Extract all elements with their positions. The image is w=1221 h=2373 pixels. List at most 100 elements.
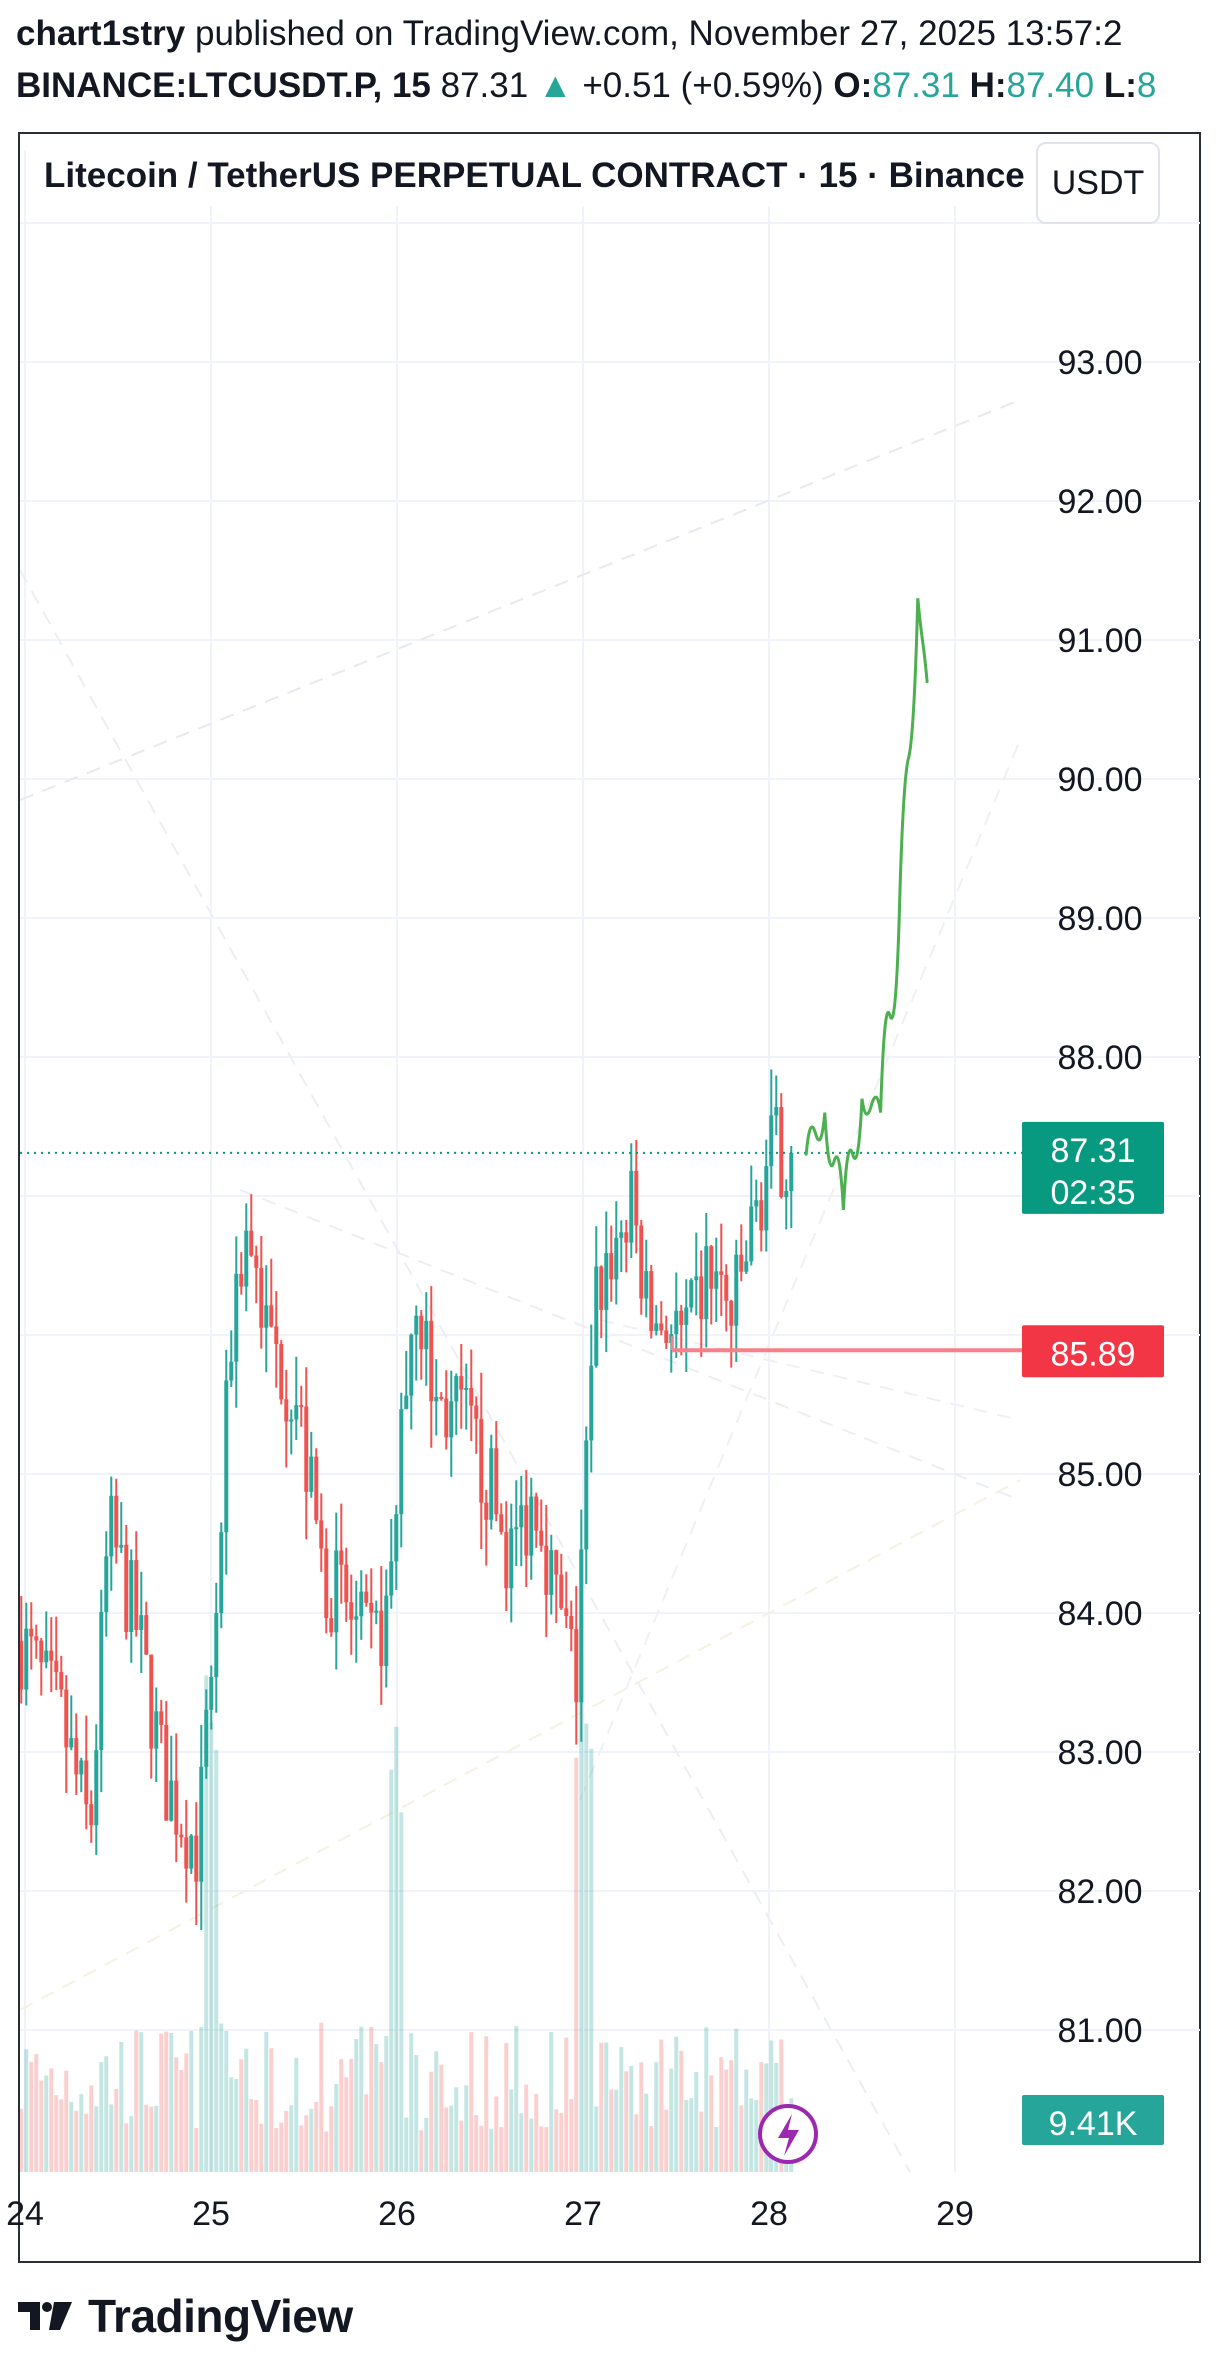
volume-bar — [564, 2037, 569, 2172]
candle-body — [464, 1387, 469, 1390]
candle-body — [164, 1724, 169, 1821]
candle-body — [129, 1560, 134, 1632]
candle-body — [384, 1595, 389, 1666]
volume-bar — [44, 2075, 49, 2172]
tradingview-logo-icon — [18, 2302, 72, 2330]
candle-body — [699, 1276, 704, 1320]
candle-body — [509, 1528, 514, 1589]
currency-button[interactable]: USDT — [1036, 142, 1160, 224]
time-tick-label: 29 — [936, 2195, 974, 2233]
volume-bar — [219, 2023, 224, 2172]
volume-bar — [594, 2106, 599, 2172]
candle-body — [329, 1618, 334, 1633]
candle-body — [739, 1254, 744, 1272]
candle-body — [49, 1650, 54, 1661]
candle-body — [524, 1505, 529, 1556]
candle-body — [44, 1650, 49, 1663]
volume-bar — [279, 2122, 284, 2172]
volume-bar — [559, 2113, 564, 2172]
volume-bar — [394, 1726, 399, 2172]
candle-body — [189, 1835, 194, 1869]
candle-body — [449, 1401, 454, 1438]
volume-bar — [59, 2099, 64, 2172]
candle-body — [229, 1361, 234, 1381]
volume-bar — [199, 2027, 204, 2172]
volume-bar — [89, 2085, 94, 2172]
candle-body — [89, 1804, 94, 1826]
footer-brand: TradingView — [88, 2290, 353, 2342]
volume-bar — [224, 2030, 229, 2172]
volume-bar — [614, 2089, 619, 2172]
candle-body — [649, 1271, 654, 1332]
volume-bar — [389, 1769, 394, 2172]
trend-line — [20, 399, 1021, 801]
candle-body — [639, 1225, 644, 1299]
volume-bar — [314, 2102, 319, 2172]
candle-body — [709, 1246, 714, 1289]
volume-bar — [529, 2118, 534, 2172]
open-value: 87.31 — [872, 66, 960, 105]
candle-body — [704, 1246, 709, 1320]
volume-bar — [704, 2027, 709, 2172]
candle-body — [299, 1405, 304, 1408]
candle-body — [214, 1613, 219, 1677]
candle-body — [609, 1253, 614, 1280]
volume-bar — [434, 2051, 439, 2172]
candle-body — [109, 1495, 114, 1557]
volume-bar — [34, 2054, 39, 2172]
last-price: 87.31 — [440, 66, 529, 105]
volume-bar — [624, 2071, 629, 2172]
tradingview-logo[interactable]: TradingView — [16, 2286, 353, 2346]
volume-bar — [504, 2043, 509, 2172]
candle-body — [139, 1615, 144, 1630]
candle-body — [719, 1271, 724, 1275]
published-text: published on TradingView.com, November 2… — [195, 14, 1123, 53]
candle-body — [644, 1271, 649, 1299]
volume-bar — [359, 2026, 364, 2172]
volume-bar — [94, 2106, 99, 2172]
candle-body — [204, 1709, 209, 1767]
candle-body — [269, 1305, 274, 1327]
volume-bar — [289, 2105, 294, 2172]
volume-bar — [729, 2060, 734, 2172]
volume-bar — [384, 2036, 389, 2172]
volume-bar — [404, 2117, 409, 2172]
volume-bar — [409, 2033, 414, 2172]
candle-body — [289, 1419, 294, 1422]
volume-bar — [454, 2087, 459, 2172]
price-tick-label: 90.00 — [1057, 761, 1142, 799]
volume-bar — [639, 2062, 644, 2172]
candle-body — [79, 1760, 84, 1775]
lightning-icon[interactable] — [758, 2104, 818, 2164]
volume-bar — [554, 2109, 559, 2172]
candle-body — [584, 1440, 589, 1550]
volume-bar — [699, 2111, 704, 2172]
candle-body — [294, 1405, 299, 1420]
candle-body — [74, 1738, 79, 1775]
volume-bar — [459, 2120, 464, 2172]
candle-body — [379, 1610, 384, 1666]
candle-body — [519, 1505, 524, 1528]
candle-body — [104, 1556, 109, 1613]
candle-body — [354, 1616, 359, 1620]
candle-body — [20, 1640, 24, 1690]
volume-bar — [744, 2069, 749, 2172]
volume-bar — [489, 2128, 494, 2172]
volume-bar — [499, 2127, 504, 2172]
last-price-badge: 87.31 02:35 — [1022, 1121, 1164, 1214]
volume-bar — [694, 2071, 699, 2172]
volume-bar — [79, 2094, 84, 2172]
candle-body — [544, 1545, 549, 1595]
volume-bar — [294, 2057, 299, 2172]
volume-bar — [64, 2070, 69, 2172]
candle-body — [324, 1548, 329, 1619]
volume-bar — [324, 2131, 329, 2172]
volume-bar — [634, 2114, 639, 2172]
candle-body — [749, 1206, 754, 1262]
author-name[interactable]: chart1stry — [16, 14, 186, 53]
volume-bar — [334, 2083, 339, 2172]
volume-bar — [149, 2106, 154, 2172]
volume-bar — [589, 1748, 594, 2172]
volume-badge-bg — [1022, 2095, 1164, 2145]
